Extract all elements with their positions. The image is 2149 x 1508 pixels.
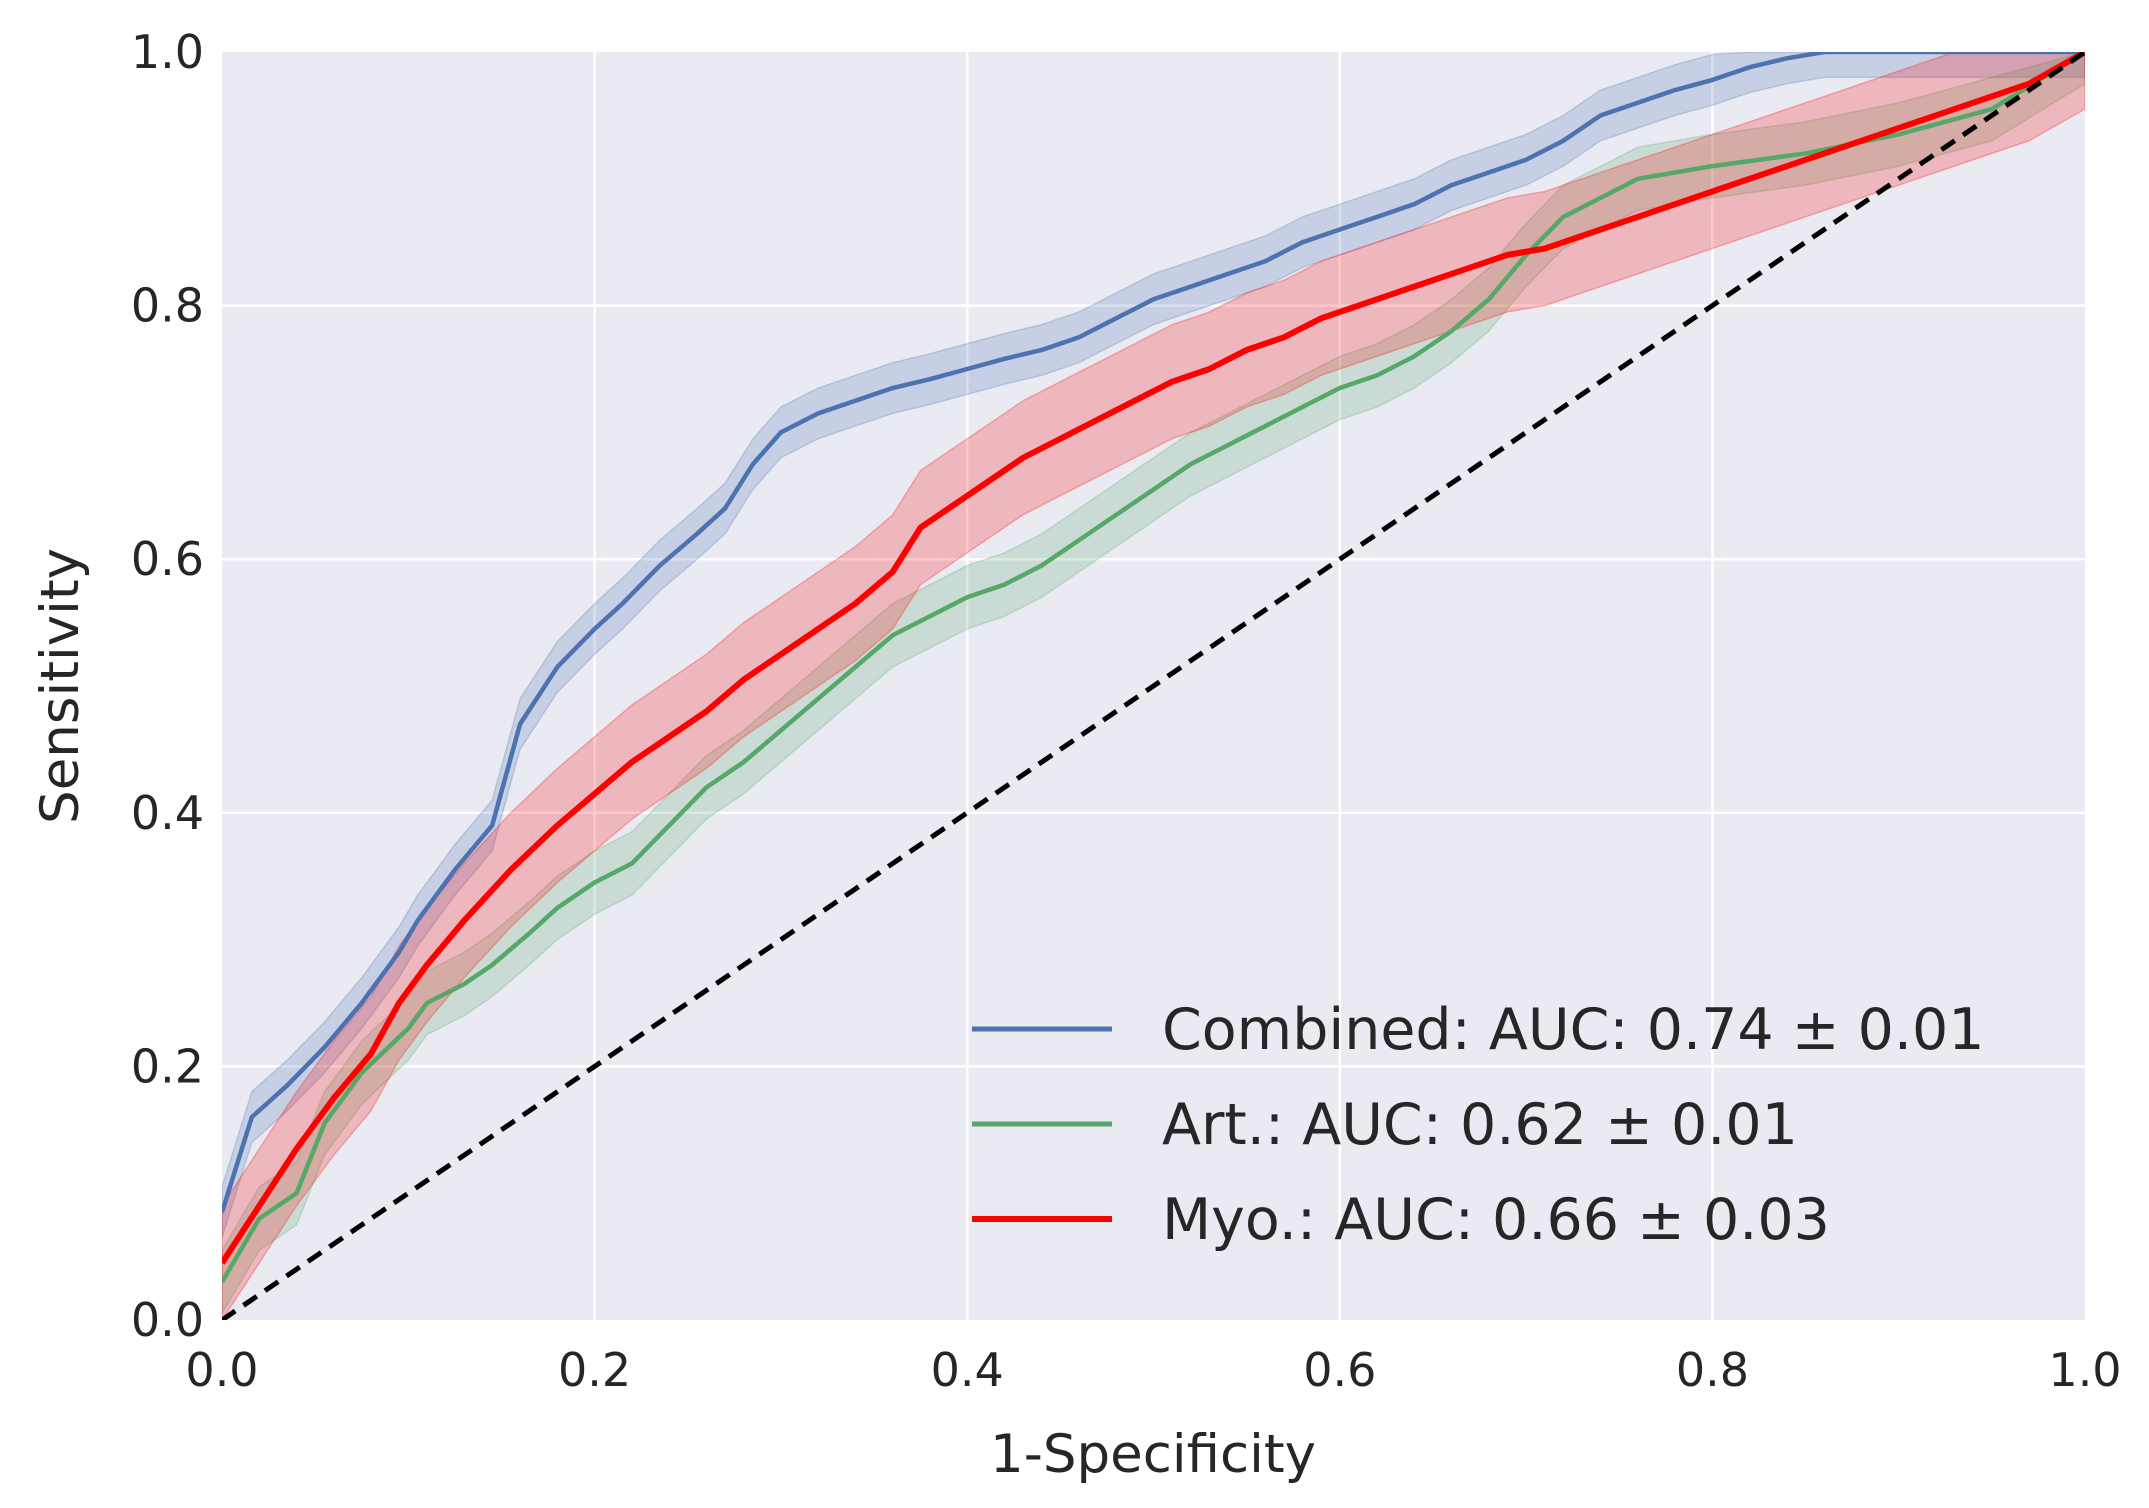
combined-confidence-band (222, 52, 2085, 1238)
y-tick-label: 0.6 (131, 532, 204, 586)
x-tick-label: 0.6 (1303, 1343, 1376, 1397)
legend-label-myo: Myo.: AUC: 0.66 ± 0.03 (1162, 1187, 1830, 1253)
x-tick-label: 0.8 (1676, 1343, 1749, 1397)
grid (222, 52, 2085, 1320)
y-tick-label: 0.0 (131, 1293, 204, 1347)
chance-line (222, 52, 2085, 1320)
legend-label-combined: Combined: AUC: 0.74 ± 0.01 (1162, 997, 1985, 1063)
y-tick-label: 0.2 (131, 1039, 204, 1093)
y-tick-label: 0.8 (131, 279, 204, 333)
x-tick-label: 0.4 (931, 1343, 1004, 1397)
legend: Combined: AUC: 0.74 ± 0.01 Art.: AUC: 0.… (972, 997, 1985, 1253)
y-tick-label: 0.4 (131, 786, 204, 840)
myo-line (222, 52, 2085, 1265)
x-tick-label: 0.0 (185, 1343, 258, 1397)
y-tick-label: 1.0 (131, 25, 204, 79)
series-lines (222, 52, 2085, 1320)
legend-label-art: Art.: AUC: 0.62 ± 0.01 (1162, 1092, 1798, 1158)
art-confidence-band (222, 52, 2085, 1316)
tick-labels: 0.0 0.2 0.4 0.6 0.8 1.0 0.0 0.2 0.4 0.6 0.8 1.0 (131, 25, 2122, 1397)
combined-line (222, 52, 2085, 1213)
art-line (222, 52, 2085, 1284)
x-tick-label: 0.2 (558, 1343, 631, 1397)
y-axis-label: Sensitivity (30, 548, 91, 824)
x-axis-label: 1-Specificity (990, 1424, 1316, 1485)
x-tick-label: 1.0 (2048, 1343, 2121, 1397)
